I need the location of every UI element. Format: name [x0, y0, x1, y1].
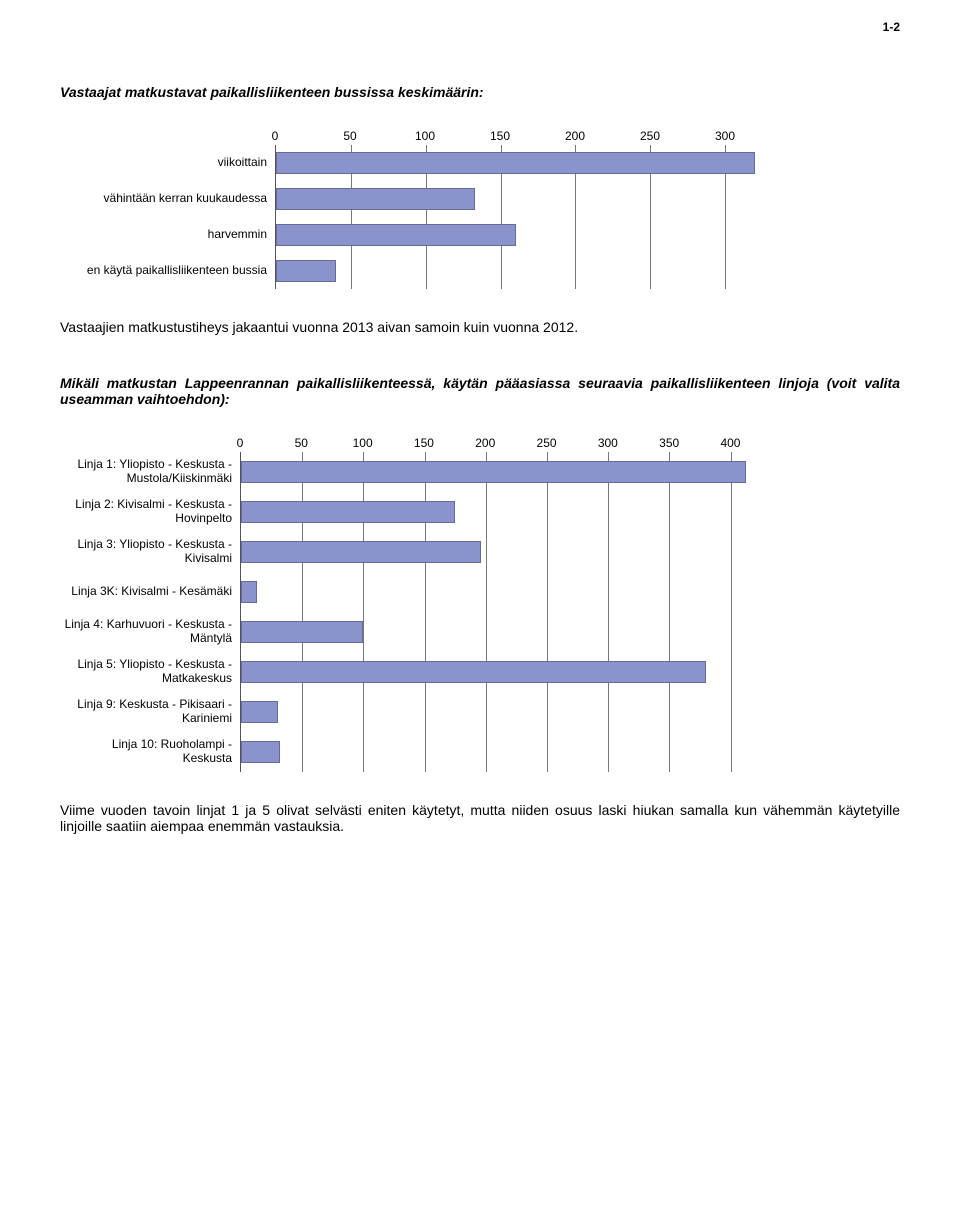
axis-tick: 150 — [490, 129, 510, 143]
axis-tick: 0 — [272, 129, 279, 143]
axis-tick: 0 — [237, 436, 244, 450]
chart-row-label: en käytä paikallisliikenteen bussia — [60, 253, 275, 289]
chart-row-label: Linja 4: Karhuvuori - Keskusta - Mäntylä — [60, 612, 240, 652]
chart-lines: 0 50 100 150 200 250 300 350 400 Linja 1: Yliopis… — [60, 432, 900, 772]
heading-chart1: Vastaajat matkustavat paikallisliikentee… — [60, 84, 900, 100]
chart-bar — [241, 621, 363, 643]
axis-tick: 50 — [295, 436, 308, 450]
axis-tick: 200 — [565, 129, 585, 143]
heading-chart2: Mikäli matkustan Lappeenrannan paikallis… — [60, 375, 900, 407]
axis-tick: 300 — [715, 129, 735, 143]
chart-bar — [241, 701, 278, 723]
chart-row-label: Linja 2: Kivisalmi - Keskusta - Hovinpel… — [60, 492, 240, 532]
chart-row-label: vähintään kerran kuukaudessa — [60, 181, 275, 217]
axis-tick: 350 — [659, 436, 679, 450]
chart-bar — [241, 741, 280, 763]
chart-row-label: Linja 3K: Kivisalmi - Kesämäki — [60, 572, 240, 612]
chart-bar — [241, 581, 257, 603]
paragraph-1: Vastaajien matkustustiheys jakaantui vuo… — [60, 319, 900, 335]
axis-tick: 300 — [598, 436, 618, 450]
chart-bar — [241, 461, 746, 483]
axis-tick: 50 — [343, 129, 356, 143]
chart-row-label: Linja 3: Yliopisto - Keskusta - Kivisalm… — [60, 532, 240, 572]
axis-tick: 100 — [353, 436, 373, 450]
chart-bar — [241, 541, 481, 563]
page-number: 1-2 — [60, 20, 900, 34]
axis-tick: 100 — [415, 129, 435, 143]
chart-row-label: Linja 5: Yliopisto - Keskusta - Matkakes… — [60, 652, 240, 692]
chart-row-label: Linja 10: Ruoholampi - Keskusta — [60, 732, 240, 772]
chart-bar — [241, 501, 455, 523]
chart-bar — [276, 260, 336, 282]
chart-row-label: Linja 9: Keskusta - Pikisaari - Kariniem… — [60, 692, 240, 732]
chart-bar — [241, 661, 706, 683]
chart-bar — [276, 152, 755, 174]
axis-tick: 250 — [537, 436, 557, 450]
chart-row-label: Linja 1: Yliopisto - Keskusta - Mustola/… — [60, 452, 240, 492]
axis-tick: 400 — [720, 436, 740, 450]
axis-tick: 200 — [475, 436, 495, 450]
chart-row-label: viikoittain — [60, 145, 275, 181]
chart-row-label: harvemmin — [60, 217, 275, 253]
chart-bar — [276, 188, 475, 210]
chart-bar — [276, 224, 516, 246]
chart-frequency: 0 50 100 150 200 250 300 viikoittainvähintään k… — [60, 125, 900, 289]
axis-tick: 250 — [640, 129, 660, 143]
paragraph-2: Viime vuoden tavoin linjat 1 ja 5 olivat… — [60, 802, 900, 834]
axis-tick: 150 — [414, 436, 434, 450]
